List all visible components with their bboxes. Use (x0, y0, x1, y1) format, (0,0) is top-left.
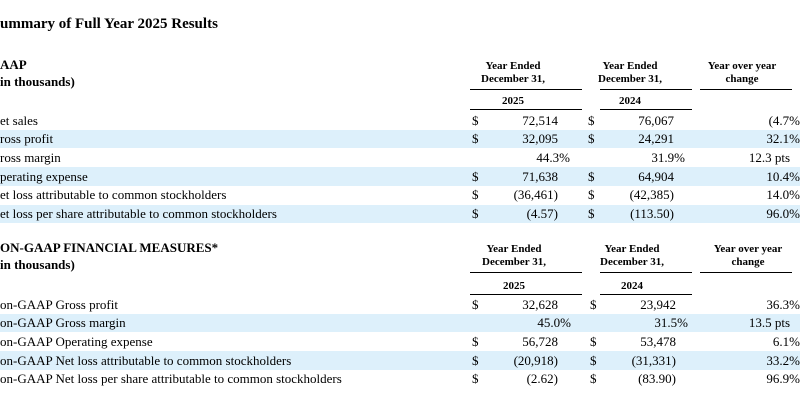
year-header: 2024 (621, 280, 643, 292)
year-header: 2024 (619, 95, 641, 107)
current-year-value: 71,638 (522, 168, 558, 184)
current-year-value: (2.62) (526, 371, 558, 387)
prior-year-value: 23,942 (640, 296, 676, 312)
row-label: on-GAAP Net loss per share attributable … (0, 371, 342, 387)
current-year-value: 44.3% (536, 149, 570, 165)
current-year-value: (4.57) (526, 206, 558, 221)
row-shade (0, 204, 800, 224)
year-rule (600, 294, 692, 295)
year-header: 2025 (503, 280, 525, 292)
row-label: on-GAAP Net loss attributable to common … (0, 352, 292, 368)
change-value: 36.3% (766, 296, 800, 312)
column-header: Year Ended (485, 60, 541, 72)
column-header: change (731, 256, 765, 268)
currency-sign: $ (588, 187, 595, 203)
current-year-value: 56,728 (522, 333, 558, 349)
currency-sign: $ (472, 296, 479, 312)
column-header: Year over year (707, 60, 777, 72)
prior-year-value: 24,291 (638, 131, 674, 147)
currency-sign: $ (472, 187, 479, 203)
row-shade (0, 351, 800, 370)
current-year-value: 45.0% (537, 315, 571, 331)
current-year-value: 32,095 (522, 131, 558, 147)
column-header: change (725, 73, 759, 85)
currency-sign: $ (590, 296, 597, 312)
currency-sign: $ (588, 112, 595, 128)
year-rule (470, 294, 582, 295)
section-title: ON-GAAP FINANCIAL MEASURES* (0, 240, 219, 255)
change-value: (4.7% (768, 112, 800, 128)
header-rule (700, 89, 792, 90)
row-label: perating expense (0, 168, 88, 184)
year-rule (600, 109, 692, 110)
current-year-value: (36,461) (513, 187, 558, 203)
header-rule (600, 272, 692, 273)
prior-year-value: 53,478 (640, 333, 676, 349)
currency-sign: $ (590, 352, 597, 368)
section-title: in thousands) (0, 257, 75, 272)
currency-sign: $ (472, 168, 479, 184)
currency-sign: $ (588, 206, 595, 221)
change-value: 96.0% (766, 206, 800, 221)
change-value: 14.0% (766, 187, 800, 203)
prior-year-value: 76,067 (638, 112, 674, 128)
header-rule (470, 272, 582, 273)
column-header: Year Ended (604, 243, 660, 255)
currency-sign: $ (590, 333, 597, 349)
section-title: AAP (0, 57, 27, 72)
change-value: 10.4% (766, 168, 800, 184)
row-label: ross margin (0, 149, 61, 165)
row-label: on-GAAP Gross margin (0, 315, 126, 331)
row-label: on-GAAP Operating expense (0, 333, 153, 349)
currency-sign: $ (472, 131, 479, 147)
column-header: December 31, (598, 73, 662, 85)
row-shade (0, 313, 800, 333)
prior-year-value: 31.5% (654, 315, 688, 331)
prior-year-value: (113.50) (630, 206, 674, 221)
currency-sign: $ (472, 371, 479, 387)
change-value: 6.1% (772, 333, 800, 349)
change-value: 96.9% (766, 371, 800, 387)
currency-sign: $ (472, 333, 479, 349)
prior-year-value: (31,331) (631, 352, 676, 368)
row-label: on-GAAP Gross profit (0, 296, 118, 312)
column-header: Year over year (713, 243, 783, 255)
column-header: Year Ended (486, 243, 542, 255)
change-value: 33.2% (766, 352, 800, 368)
header-rule (700, 272, 792, 273)
current-year-value: 32,628 (522, 296, 558, 312)
doc-title: ummary of Full Year 2025 Results (0, 16, 218, 32)
row-label: et loss per share attributable to common… (0, 206, 277, 221)
row-label: ross profit (0, 131, 54, 147)
row-label: et loss attributable to common stockhold… (0, 187, 227, 203)
change-value: 13.5 pts (748, 315, 790, 331)
header-rule (600, 89, 692, 90)
change-value: 12.3 pts (748, 149, 790, 165)
prior-year-value: (83.90) (638, 371, 676, 387)
column-header: Year Ended (602, 60, 658, 72)
prior-year-value: 31.9% (651, 149, 685, 165)
currency-sign: $ (472, 112, 479, 128)
year-rule (470, 109, 582, 110)
currency-sign: $ (472, 206, 479, 221)
current-year-value: 72,514 (522, 112, 558, 128)
prior-year-value: 64,904 (638, 168, 674, 184)
currency-sign: $ (590, 371, 597, 387)
column-header: December 31, (482, 256, 546, 268)
currency-sign: $ (588, 131, 595, 147)
column-header: December 31, (481, 73, 545, 85)
section-title: in thousands) (0, 74, 75, 89)
year-header: 2025 (502, 95, 524, 107)
currency-sign: $ (472, 352, 479, 368)
change-value: 32.1% (766, 131, 800, 147)
header-rule (470, 89, 582, 90)
row-shade (0, 129, 800, 149)
row-label: et sales (0, 112, 38, 128)
row-shade (0, 167, 800, 186)
column-header: December 31, (600, 256, 664, 268)
currency-sign: $ (588, 168, 595, 184)
current-year-value: (20,918) (513, 352, 558, 368)
prior-year-value: (42,385) (629, 187, 674, 203)
